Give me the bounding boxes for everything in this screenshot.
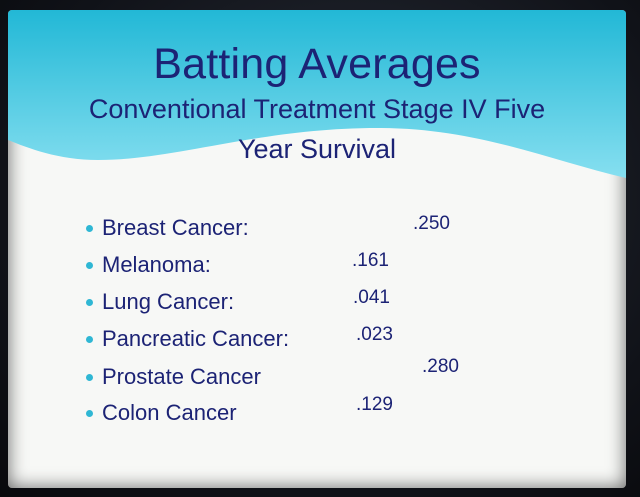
slide-subtitle-line-2: Year Survival [237, 134, 397, 164]
survival-value: .280 [422, 356, 459, 377]
slide-header-banner [8, 10, 626, 178]
survival-rate-list: Breast Cancer: .250 Melanoma: .161 Lung … [8, 10, 626, 488]
cancer-type-label: Melanoma: [102, 252, 211, 277]
slide-title: Batting Averages [153, 40, 481, 88]
list-item-prostate-cancer: Prostate Cancer .280 [8, 356, 626, 394]
cancer-type-label: Breast Cancer: [102, 215, 249, 240]
cancer-type-label: Lung Cancer: [102, 289, 235, 314]
cancer-type-label: Colon Cancer [102, 400, 237, 425]
list-item-colon-cancer: Colon Cancer .129 [8, 394, 626, 430]
survival-value: .250 [413, 213, 450, 234]
slide-subtitle-line-1: Conventional Treatment Stage IV Five [88, 94, 546, 124]
cancer-type-label: Pancreatic Cancer: [102, 326, 290, 351]
list-item-breast-cancer: Breast Cancer: .250 [8, 213, 626, 245]
bullet-dot-icon [86, 410, 93, 417]
bullet-dot-icon [86, 262, 93, 269]
survival-value: .041 [353, 287, 390, 308]
list-item-melanoma: Melanoma: .161 [8, 250, 626, 282]
bullet-dot-icon [86, 225, 93, 232]
list-item-lung-cancer: Lung Cancer: .041 [8, 287, 626, 319]
bullet-dot-icon [86, 374, 93, 381]
bullet-dot-icon [86, 336, 93, 343]
survival-value: .023 [356, 324, 393, 345]
banner-wave-shape [8, 10, 626, 178]
survival-value: .161 [352, 250, 389, 271]
presentation-slide: Batting Averages Conventional Treatment … [8, 10, 626, 488]
bullet-dot-icon [86, 299, 93, 306]
list-item-pancreatic-cancer: Pancreatic Cancer: .023 [8, 324, 626, 356]
survival-value: .129 [356, 394, 393, 415]
cancer-type-label: Prostate Cancer [102, 364, 261, 389]
